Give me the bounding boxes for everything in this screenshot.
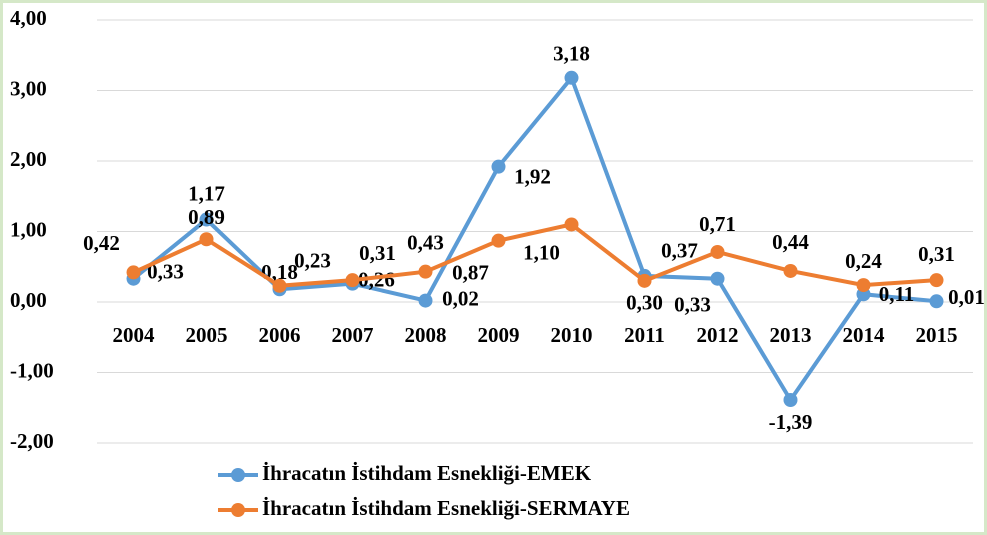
- legend-label: İhracatın İstihdam Esnekliği-SERMAYE: [262, 496, 630, 520]
- x-tick-label: 2011: [624, 323, 665, 347]
- x-tick-label: 2010: [551, 323, 593, 347]
- x-tick-label: 2009: [478, 323, 520, 347]
- data-point: [418, 293, 433, 308]
- legend-marker: [231, 468, 245, 482]
- series-line: [132, 222, 937, 288]
- data-label: 1,10: [523, 240, 560, 264]
- x-tick-label: 2006: [259, 323, 301, 347]
- data-label: 0,43: [407, 230, 444, 254]
- x-tick-label: 2005: [186, 323, 228, 347]
- data-label: 0,31: [359, 241, 396, 265]
- data-point: [929, 273, 944, 288]
- data-label: 3,18: [553, 42, 590, 66]
- data-point: [783, 392, 798, 407]
- y-tick-label: 2,00: [10, 147, 47, 171]
- data-point: [564, 217, 579, 232]
- data-point: [710, 244, 725, 259]
- data-point: [272, 278, 287, 293]
- data-point: [637, 273, 652, 288]
- data-label: 1,17: [188, 181, 225, 205]
- data-label: 0,42: [83, 231, 120, 255]
- y-tick-label: -1,00: [10, 358, 54, 382]
- data-label: 1,92: [514, 164, 551, 188]
- data-label: 0,87: [452, 260, 489, 284]
- x-tick-label: 2013: [770, 323, 812, 347]
- y-tick-label: 0,00: [10, 288, 47, 312]
- x-tick-label: 2004: [113, 323, 156, 347]
- x-tick-label: 2008: [405, 323, 447, 347]
- legend-marker: [231, 503, 245, 517]
- data-label: 0,11: [879, 282, 915, 306]
- legend-label: İhracatın İstihdam Esnekliği-EMEK: [262, 461, 592, 485]
- data-label: 0,24: [845, 249, 882, 273]
- x-tick-label: 2012: [697, 323, 739, 347]
- data-point: [710, 271, 725, 286]
- x-tick-label: 2014: [843, 323, 886, 347]
- data-point: [783, 263, 798, 278]
- data-label: 0,30: [626, 291, 663, 315]
- data-label: 0,31: [918, 242, 955, 266]
- data-label: 0,33: [674, 293, 711, 317]
- data-label: 0,02: [442, 286, 479, 310]
- data-point: [491, 233, 506, 248]
- data-point: [418, 264, 433, 279]
- data-label: 0,01: [948, 285, 985, 309]
- data-point: [126, 265, 141, 280]
- data-point: [491, 159, 506, 174]
- x-tick-label: 2007: [332, 323, 374, 347]
- y-tick-label: 3,00: [10, 76, 47, 100]
- data-label: 0,37: [661, 239, 698, 263]
- data-label: 0,44: [772, 230, 809, 254]
- data-point: [199, 232, 214, 247]
- y-tick-label: -2,00: [10, 429, 54, 453]
- data-point: [199, 212, 214, 227]
- data-label: -1,39: [769, 410, 813, 434]
- data-point: [856, 278, 871, 293]
- x-tick-label: 2015: [916, 323, 958, 347]
- data-label: 0,23: [294, 249, 331, 273]
- data-label: 0,71: [699, 212, 736, 236]
- y-tick-label: 1,00: [10, 217, 47, 241]
- y-tick-label: 4,00: [10, 6, 47, 30]
- data-point: [929, 294, 944, 309]
- data-point: [564, 70, 579, 85]
- data-point: [345, 273, 360, 288]
- data-label: 0,89: [188, 205, 225, 229]
